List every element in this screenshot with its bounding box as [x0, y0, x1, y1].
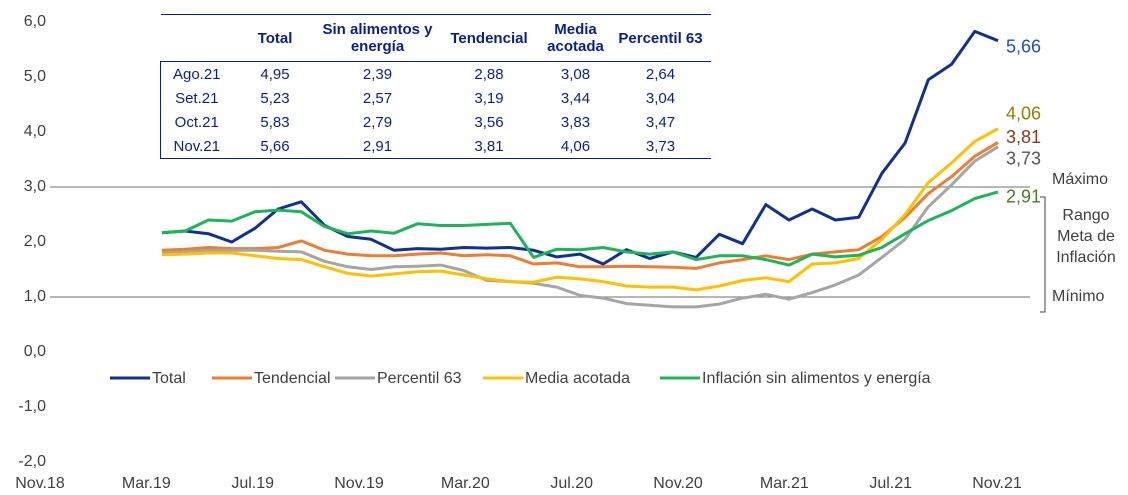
table-cell: 3,44: [560, 89, 591, 107]
table-cell: 2,64: [645, 65, 676, 83]
legend-label: Tendencial: [254, 370, 331, 387]
max-label: Máximo: [1052, 171, 1108, 188]
summary-table: Total Sin alimentos y energía Tendencial Me…: [160, 14, 711, 159]
table-row: Nov.21 5,66 2,91 3,81 4,06 3,73: [160, 134, 711, 159]
table-cell: 3,08: [560, 65, 591, 83]
column-header: Total: [232, 14, 318, 62]
table-cell: 3,73: [610, 134, 711, 159]
table-row: Set.21 5,23 2,57 3,19 3,44 3,04: [160, 86, 711, 110]
table-cell: 3,04: [645, 89, 676, 107]
table-corner: [160, 14, 233, 62]
end-label: 3,81: [1006, 127, 1041, 147]
range-bracket: [1040, 196, 1046, 313]
table-cell: 2,39: [362, 65, 393, 83]
y-tick-label: 6,0: [24, 13, 46, 30]
y-tick-label: 1,0: [24, 288, 46, 305]
end-label: 5,66: [1006, 36, 1041, 56]
x-tick-label: Mar.20: [441, 475, 490, 492]
y-tick-label: 0,0: [24, 343, 46, 360]
table-cell: 5,23: [260, 89, 290, 107]
row-label: Nov.21: [160, 134, 233, 159]
table-cell: 4,06: [540, 134, 611, 159]
series-line: [161, 145, 999, 309]
x-tick-label: Jul.21: [869, 475, 912, 492]
table-cell: 3,81: [437, 134, 541, 159]
y-tick-label: -2,0: [18, 453, 46, 470]
min-label: Mínimo: [1052, 288, 1105, 305]
x-tick-label: Jul.20: [550, 475, 593, 492]
row-label: Set.21: [160, 86, 233, 110]
x-tick-label: Nov.18: [15, 475, 65, 492]
range-label: Inflación: [1056, 249, 1116, 266]
legend-label: Total: [152, 370, 186, 387]
table-cell: 2,79: [362, 113, 393, 131]
table-cell: 2,88: [474, 65, 504, 83]
y-tick-label: -1,0: [18, 398, 46, 415]
table-cell: 5,83: [260, 113, 290, 131]
column-header: Tendencial: [437, 14, 541, 62]
column-header: Sin alimentos y energía: [317, 14, 438, 62]
series-line: [161, 29, 999, 266]
range-label: Rango: [1062, 207, 1109, 224]
end-label: 2,91: [1006, 187, 1041, 207]
table-row: Ago.21 4,95 2,39 2,88 3,08 2,64: [160, 61, 711, 86]
table-cell: 2,91: [317, 134, 438, 159]
table-cell: 4,95: [260, 65, 290, 83]
series-line: [161, 127, 999, 292]
x-tick-label: Nov.19: [334, 475, 384, 492]
y-tick-label: 3,0: [24, 178, 46, 195]
table-cell: 3,56: [474, 113, 504, 131]
table-header-row: Total Sin alimentos y energía Tendencial Me…: [160, 14, 711, 62]
range-label: Meta de: [1057, 228, 1115, 245]
end-label: 3,73: [1006, 149, 1041, 169]
end-label: 4,06: [1006, 103, 1041, 123]
legend-label: Inflación sin alimentos y energía: [702, 370, 931, 387]
column-header: Media acotada: [540, 14, 611, 62]
column-header: Percentil 63: [610, 14, 711, 62]
y-tick-label: 5,0: [24, 68, 46, 85]
legend-label: Percentil 63: [377, 370, 462, 387]
x-tick-label: Nov.21: [972, 475, 1022, 492]
table-row: Oct.21 5,83 2,79 3,56 3,83 3,47: [160, 110, 711, 134]
row-label: Ago.21: [160, 61, 233, 86]
series-line: [161, 141, 999, 270]
table-cell: 3,47: [645, 113, 676, 131]
legend-label: Media acotada: [525, 370, 630, 387]
row-label: Oct.21: [160, 110, 233, 134]
table-cell: 2,57: [362, 89, 393, 107]
x-tick-label: Mar.21: [760, 475, 809, 492]
table-cell: 3,83: [560, 113, 591, 131]
y-tick-label: 4,0: [24, 123, 46, 140]
x-tick-label: Mar.19: [122, 475, 171, 492]
y-tick-label: 2,0: [24, 233, 46, 250]
x-tick-label: Nov.20: [653, 475, 703, 492]
x-tick-label: Jul.19: [231, 475, 274, 492]
table-cell: 3,19: [474, 89, 504, 107]
series-line: [161, 190, 999, 267]
table-cell: 5,66: [232, 134, 318, 159]
